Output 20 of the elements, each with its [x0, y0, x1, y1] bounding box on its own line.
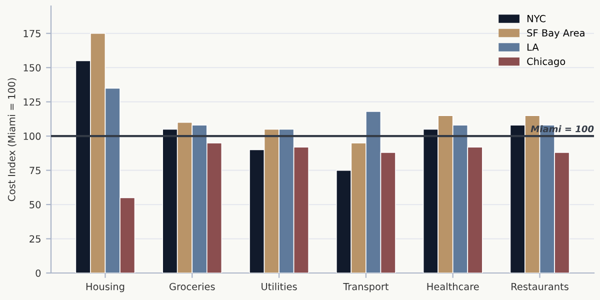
y-tick-label: 175 [24, 30, 40, 38]
x-tick-label: Housing [86, 282, 124, 292]
legend-label: NYC [528, 14, 546, 22]
y-tick-label: 75 [30, 166, 40, 174]
y-tick-label: 50 [30, 201, 41, 208]
y-tick-label: 100 [24, 132, 41, 140]
x-tick-label: Restaurants [512, 283, 568, 290]
y-tick-label: 0 [36, 269, 41, 277]
legend-label: LA [528, 44, 539, 51]
legend-label: Chicago [527, 58, 566, 67]
y-tick-label: 125 [24, 98, 40, 106]
x-tick-label: Groceries [170, 282, 215, 290]
y-tick-label: 25 [30, 235, 40, 243]
legend-label: SF Bay Area [527, 29, 584, 38]
x-tick-label: Healthcare [427, 282, 479, 290]
ref-line-label: Miami = 100 [530, 125, 594, 132]
x-tick-label: Utilities [262, 282, 297, 290]
x-tick-label: Transport [343, 283, 389, 292]
y-tick-label: 150 [24, 64, 41, 72]
y-axis-title: Cost Index (Miami = 100) [8, 78, 16, 202]
